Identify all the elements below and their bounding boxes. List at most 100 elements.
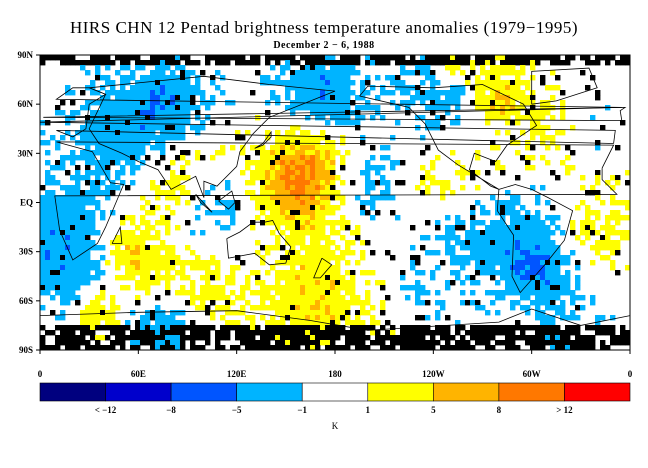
anomaly-cell	[115, 335, 121, 341]
anomaly-cell	[85, 280, 91, 286]
anomaly-cell	[365, 210, 371, 216]
anomaly-cell	[280, 320, 286, 326]
anomaly-cell	[575, 275, 581, 281]
anomaly-cell	[420, 135, 426, 141]
anomaly-cell	[310, 220, 316, 226]
anomaly-cell	[455, 90, 461, 96]
anomaly-cell	[520, 155, 526, 161]
anomaly-cell	[160, 90, 166, 96]
anomaly-cell	[395, 215, 401, 221]
anomaly-cell	[615, 270, 621, 276]
anomaly-cell	[540, 135, 546, 141]
anomaly-cell	[485, 100, 491, 106]
anomaly-cell	[285, 85, 291, 91]
anomaly-cell	[165, 225, 171, 231]
anomaly-cell	[340, 305, 346, 311]
anomaly-cell	[305, 75, 311, 81]
anomaly-cell	[75, 165, 81, 171]
anomaly-cell	[315, 210, 321, 216]
anomaly-cell	[335, 105, 341, 111]
anomaly-cell	[540, 290, 546, 296]
anomaly-cell	[535, 275, 541, 281]
anomaly-cell	[110, 320, 116, 326]
anomaly-cell	[285, 250, 291, 256]
anomaly-cell	[405, 285, 411, 291]
anomaly-cell	[465, 75, 471, 81]
anomaly-cell	[600, 225, 606, 231]
anomaly-cell	[520, 225, 526, 231]
anomaly-cell	[505, 205, 511, 211]
anomaly-cell	[255, 205, 261, 211]
anomaly-cell	[205, 340, 211, 346]
anomaly-cell	[305, 270, 311, 276]
anomaly-cell	[190, 335, 196, 341]
anomaly-cell	[510, 270, 516, 276]
anomaly-cell	[285, 195, 291, 201]
anomaly-cell	[145, 60, 151, 66]
anomaly-cell	[220, 305, 226, 311]
anomaly-cell	[100, 285, 106, 291]
anomaly-cell	[195, 125, 201, 131]
anomaly-cell	[505, 250, 511, 256]
coastline	[359, 84, 538, 190]
anomaly-cell	[285, 145, 291, 151]
anomaly-cell	[245, 155, 251, 161]
anomaly-cell	[445, 230, 451, 236]
anomaly-cell	[155, 205, 161, 211]
anomaly-cell	[305, 165, 311, 171]
anomaly-cell	[460, 240, 466, 246]
anomaly-cell	[240, 55, 246, 61]
anomaly-cell	[475, 265, 481, 271]
anomaly-cell	[495, 310, 501, 316]
lon-tick-label: 60W	[523, 369, 541, 379]
anomaly-cell	[45, 245, 51, 251]
anomaly-cell	[620, 235, 626, 241]
anomaly-cell	[65, 340, 71, 346]
anomaly-cell	[310, 320, 316, 326]
anomaly-cell	[385, 320, 391, 326]
anomaly-cell	[45, 235, 51, 241]
anomaly-cell	[535, 265, 541, 271]
anomaly-cell	[340, 220, 346, 226]
anomaly-cell	[185, 95, 191, 101]
anomaly-cell	[125, 75, 131, 81]
anomaly-cell	[275, 205, 281, 211]
anomaly-cell	[390, 100, 396, 106]
anomaly-cell	[140, 325, 146, 331]
anomaly-cell	[120, 275, 126, 281]
anomaly-cell	[210, 300, 216, 306]
anomaly-cell	[170, 260, 176, 266]
anomaly-cell	[345, 85, 351, 91]
anomaly-cell	[320, 330, 326, 336]
anomaly-cell	[90, 330, 96, 336]
anomaly-cell	[155, 120, 161, 126]
anomaly-cell	[360, 210, 366, 216]
anomaly-cell	[545, 275, 551, 281]
anomaly-cell	[350, 330, 356, 336]
anomaly-cell	[415, 325, 421, 331]
anomaly-cell	[550, 170, 556, 176]
anomaly-cell	[370, 195, 376, 201]
anomaly-cell	[225, 310, 231, 316]
anomaly-cell	[490, 335, 496, 341]
anomaly-cell	[260, 280, 266, 286]
anomaly-cell	[615, 230, 621, 236]
anomaly-cell	[395, 105, 401, 111]
anomaly-cell	[125, 255, 131, 261]
anomaly-cell	[290, 80, 296, 86]
anomaly-cell	[460, 345, 466, 351]
anomaly-cell	[310, 260, 316, 266]
anomaly-cell	[95, 75, 101, 81]
anomaly-cell	[65, 265, 71, 271]
anomaly-cell	[555, 275, 561, 281]
anomaly-cell	[75, 340, 81, 346]
anomaly-cell	[495, 240, 501, 246]
anomaly-cell	[245, 190, 251, 196]
anomaly-cell	[525, 285, 531, 291]
anomaly-cell	[545, 300, 551, 306]
anomaly-cell	[335, 275, 341, 281]
anomaly-cell	[395, 85, 401, 91]
legend-swatch	[433, 382, 500, 402]
anomaly-cell	[515, 290, 521, 296]
anomaly-cell	[425, 315, 431, 321]
